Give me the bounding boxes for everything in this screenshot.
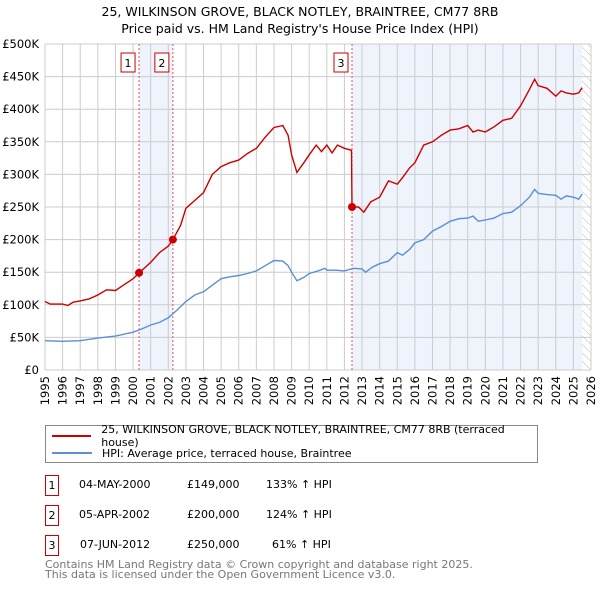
x-tick-label: 2023 (531, 376, 545, 405)
legend-label: 25, WILKINSON GROVE, BLACK NOTLEY, BRAIN… (101, 423, 505, 449)
x-tick-label: 2006 (232, 376, 246, 405)
legend-item-property: 25, WILKINSON GROVE, BLACK NOTLEY, BRAIN… (52, 423, 537, 449)
footer: Contains HM Land Registry data © Crown c… (45, 558, 473, 581)
legend-swatch-red (52, 435, 92, 437)
sale-marker-label: 1 (125, 57, 132, 70)
sale-marker-badge (154, 52, 170, 73)
sale-price: £149,000 (187, 478, 240, 491)
x-tick-label: 2016 (408, 376, 422, 405)
price-chart: 1995 1996 1997 1998 1999 2000 2001 2002 2003 2004… (2, 37, 598, 405)
x-tick-label: 2013 (355, 376, 369, 405)
sale-point (135, 268, 144, 277)
footer-copyright: Contains HM Land Registry data © Crown c… (45, 558, 473, 571)
x-tick-label: 2001 (144, 376, 158, 405)
x-tick-label: 2010 (302, 376, 316, 405)
x-tick-label: 2021 (496, 376, 510, 405)
sale-date: 04-MAY-2000 (79, 478, 151, 491)
sale-hpi: 61% ↑ HPI (272, 538, 331, 551)
y-tick-label: £300K (2, 167, 39, 181)
chart-title: 25, WILKINSON GROVE, BLACK NOTLEY, BRAIN… (101, 4, 499, 19)
x-tick-label: 1999 (108, 376, 122, 405)
sale-price: £250,000 (187, 538, 240, 551)
x-tick-label: 2003 (179, 376, 193, 405)
sale-row: 2 05-APR-2002 £200,000 124% ↑ HPI (45, 505, 465, 526)
x-tick-label: 2007 (249, 376, 263, 405)
x-tick-label: 2024 (549, 376, 563, 405)
x-tick-label: 2018 (443, 376, 457, 405)
x-tick-label: 2008 (267, 376, 281, 405)
y-tick-label: £200K (2, 233, 39, 247)
sale-badge: 2 (45, 505, 59, 526)
x-tick-label: 2004 (197, 376, 211, 405)
y-tick-label: £250K (2, 200, 39, 214)
sale-badge: 1 (45, 475, 59, 496)
legend: 25, WILKINSON GROVE, BLACK NOTLEY, BRAIN… (45, 423, 538, 463)
sale-badge: 3 (45, 535, 59, 556)
x-tick-label: 2020 (478, 376, 492, 405)
x-tick-label: 2026 (584, 376, 598, 405)
y-tick-label: £450K (2, 70, 39, 84)
sale-point (347, 203, 356, 211)
sale-marker-badge (120, 52, 136, 73)
hpi-series-line (44, 188, 583, 343)
x-tick-label: 2000 (126, 376, 140, 405)
y-tick-label: £400K (2, 102, 39, 116)
x-tick-label: 2019 (461, 376, 475, 405)
footer-licence: This data is licensed under the Open Gov… (45, 568, 396, 581)
x-tick-label: 2014 (373, 376, 387, 405)
sale-date: 07-JUN-2012 (80, 538, 151, 551)
sale-marker-label: 3 (337, 57, 344, 70)
sale-marker-label: 2 (158, 57, 165, 70)
sale-hpi: 133% ↑ HPI (266, 478, 332, 491)
x-tick-label: 1998 (91, 376, 105, 405)
x-tick-label: 2015 (390, 376, 404, 405)
sale-row: 3 07-JUN-2012 £250,000 61% ↑ HPI (45, 535, 465, 556)
x-tick-label: 1995 (38, 376, 52, 405)
x-tick-label: 2022 (514, 376, 528, 405)
y-tick-label: £500K (2, 37, 39, 51)
x-tick-label: 1997 (73, 376, 87, 405)
x-tick-label: 2011 (320, 376, 334, 405)
y-tick-label: £100K (2, 298, 39, 312)
x-tick-label: 2012 (337, 376, 351, 405)
sale-marker-badge (333, 52, 349, 73)
sale-hpi: 124% ↑ HPI (266, 508, 332, 521)
sale-date: 05-APR-2002 (79, 508, 151, 521)
y-tick-label: £350K (2, 135, 39, 149)
x-tick-label: 2025 (566, 376, 580, 405)
x-tick-label: 2002 (161, 376, 175, 405)
legend-item-hpi: HPI: Average price, terraced house, Brai… (52, 445, 352, 461)
y-tick-label: £150K (2, 265, 39, 279)
y-tick-label: £50K (10, 330, 40, 344)
x-tick-label: 2005 (214, 376, 228, 405)
x-tick-label: 2017 (425, 376, 439, 405)
sale-point (168, 235, 177, 244)
legend-swatch-blue (52, 452, 92, 454)
sale-row: 1 04-MAY-2000 £149,000 133% ↑ HPI (45, 475, 465, 496)
y-tick-label: £0 (24, 363, 39, 377)
legend-label: HPI: Average price, terraced house, Brai… (102, 446, 352, 460)
property-series-line (44, 77, 583, 307)
chart-subtitle: Price paid vs. HM Land Registry's House … (121, 21, 479, 36)
x-tick-label: 1996 (56, 376, 70, 405)
x-tick-label: 2009 (285, 376, 299, 405)
sale-price: £200,000 (187, 508, 240, 521)
